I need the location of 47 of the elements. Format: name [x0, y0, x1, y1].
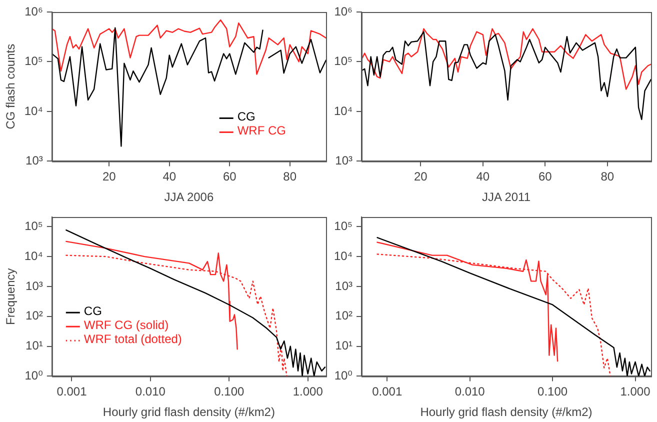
- x-tick-label: 80: [283, 170, 297, 184]
- y-tick-label: 10⁴: [24, 248, 43, 263]
- y-tick-label: 10¹: [26, 338, 43, 353]
- x-axis-title: Hourly grid flash density (#/km2): [420, 405, 592, 420]
- y-tick-label: 10⁵: [24, 54, 43, 68]
- y-axis-title: CG flash counts: [4, 44, 18, 130]
- legend-label: WRF CG: [237, 124, 286, 138]
- x-tick-label: 20: [414, 170, 428, 184]
- x-tick-label: 0.100: [538, 384, 568, 399]
- y-tick-label: 10⁴: [334, 248, 353, 263]
- x-tick-label: 0.100: [214, 384, 244, 399]
- y-tick-label: 10¹: [335, 338, 353, 353]
- legend-label: WRF CG (solid): [84, 318, 169, 332]
- x-tick-label: 0.010: [454, 384, 486, 399]
- y-tick-label: 10⁶: [24, 4, 43, 18]
- x-tick-label: 60: [538, 170, 552, 184]
- legend-label: CG: [84, 304, 102, 318]
- legend-label: WRF total (dotted): [84, 332, 182, 346]
- y-tick-label: 10²: [335, 308, 353, 323]
- y-tick-label: 10³: [335, 154, 353, 168]
- x-tick-label: 0.010: [135, 384, 166, 399]
- x-axis-title: JJA 2011: [482, 190, 531, 204]
- y-tick-label: 10⁵: [334, 218, 353, 233]
- y-tick-label: 10²: [26, 308, 43, 323]
- x-tick-label: 1.000: [620, 384, 651, 399]
- x-tick-label: 40: [476, 170, 490, 184]
- y-tick-label: 10⁶: [334, 4, 353, 18]
- y-tick-label: 10⁴: [24, 104, 43, 118]
- y-tick-label: 10³: [335, 278, 353, 293]
- y-axis-title: Frequency: [4, 268, 18, 325]
- x-axis-title: JJA 2006: [164, 190, 214, 204]
- x-tick-label: 20: [102, 170, 116, 184]
- y-tick-label: 10³: [26, 154, 43, 168]
- x-tick-label: 60: [222, 170, 237, 184]
- y-tick-label: 10⁵: [334, 54, 353, 68]
- y-tick-label: 10⁰: [24, 368, 44, 383]
- x-tick-label: 0.001: [372, 384, 402, 399]
- y-tick-label: 10³: [26, 278, 43, 293]
- x-tick-label: 40: [162, 170, 176, 184]
- x-tick-label: 1.000: [292, 384, 324, 399]
- x-tick-label: 80: [600, 170, 614, 184]
- y-tick-label: 10⁵: [24, 218, 43, 233]
- y-tick-label: 10⁰: [334, 368, 353, 383]
- y-tick-label: 10⁴: [334, 104, 353, 118]
- x-tick-label: 0.001: [56, 384, 88, 399]
- x-axis-title: Hourly grid flash density (#/km2): [102, 405, 275, 420]
- legend-label: CG: [237, 110, 256, 124]
